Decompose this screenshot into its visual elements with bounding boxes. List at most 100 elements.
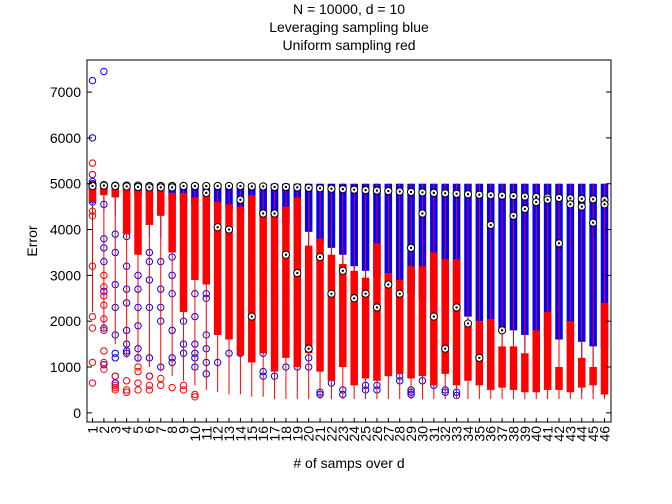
median-marker-dot [535,195,538,199]
mean-marker-dot [148,186,151,189]
mean-marker-dot [318,255,322,259]
x-tick-label: 41 [540,426,556,442]
mean-marker-dot [557,242,561,245]
y-tick-label: 5000 [50,176,81,192]
mean-marker-dot [398,292,401,295]
x-tick-label: 28 [392,426,408,442]
box [213,202,222,335]
mean-marker-dot [239,198,242,201]
x-axis: 1234567891011121314151617181920212223242… [85,418,613,442]
outlier-point [168,383,176,392]
outlier-point [134,363,142,371]
x-tick-label: 7 [153,426,169,434]
median-marker-dot [455,192,458,196]
y-tick-label: 3000 [50,267,81,283]
y-tick-label: 7000 [50,84,81,100]
x-tick-label: 27 [380,426,396,442]
x-tick-label: 2 [96,426,112,434]
box [509,346,518,390]
mean-marker-dot [182,184,185,188]
median-marker-dot [261,185,265,188]
mean-marker-dot [261,212,265,215]
median-marker-dot [318,187,322,190]
x-tick-label: 29 [403,426,419,442]
box [225,204,233,340]
y-tick-label: 4000 [50,222,81,238]
mean-marker-dot [352,297,356,300]
box [191,197,199,280]
mean-marker-dot [432,315,436,318]
outlier-point [111,354,119,362]
mean-marker-dot [512,214,515,217]
box [122,186,131,235]
outlier-point [88,170,97,179]
x-tick-label: 37 [494,426,510,442]
box [282,206,290,358]
x-tick-label: 40 [528,426,544,442]
outlier-point [122,388,131,396]
x-tick-label: 36 [483,426,499,442]
x-tick-label: 8 [164,426,180,434]
box [202,192,211,285]
box [350,270,358,386]
y-axis-label: Error [24,225,40,256]
box [555,367,563,390]
mean-marker-dot [421,212,424,215]
box [100,186,108,196]
median-marker-dot [239,184,242,188]
mean-marker-dot [307,347,310,350]
x-tick-label: 16 [255,426,271,442]
mean-marker-dot [114,184,117,188]
x-tick-label: 10 [187,426,203,442]
mean-marker-dot [569,203,572,206]
axes-background [87,60,611,422]
x-tick-label: 3 [107,426,123,434]
median-marker-dot [569,197,572,200]
median-marker-dot [523,195,527,198]
y-tick-label: 6000 [50,130,81,146]
outlier-point [100,347,108,355]
mean-marker-dot [535,200,538,204]
x-tick-label: 24 [346,426,362,442]
x-tick-label: 14 [232,426,248,442]
mean-markers [88,181,609,362]
outlier-point [145,372,154,380]
x-tick-label: 12 [210,426,226,442]
median-marker-dot [284,185,288,189]
mean-marker-dot [546,198,549,201]
median-marker-dot [478,193,481,196]
box [361,277,370,379]
y-tick-label: 1000 [50,359,81,375]
x-tick-label: 22 [323,426,339,442]
median-marker-dot [375,189,379,192]
outlier-point [88,358,97,367]
box [407,266,415,379]
median-marker-dot [387,189,390,193]
mean-marker-dot [523,207,527,211]
outlier-point [100,283,108,291]
box [179,192,188,313]
outlier-point [111,381,119,390]
median-marker-dot [398,190,401,193]
mean-marker-dot [330,292,333,295]
box [157,190,165,216]
mean-marker-dot [159,186,162,189]
box [395,279,404,374]
mean-marker-dot [284,253,288,256]
x-tick-label: 42 [551,426,567,442]
outlier-point [88,262,97,270]
chart-title-line-2: Leveraging sampling blue [269,19,429,35]
x-tick-label: 21 [312,426,328,442]
mean-marker-dot [409,246,413,250]
outlier-point [122,377,131,385]
outlier-point [100,301,108,309]
x-tick-label: 11 [198,426,214,441]
box [316,238,324,372]
outlier-point [88,76,97,85]
x-tick-label: 15 [244,426,260,442]
median-marker-dot [557,196,561,200]
outlier-point [179,386,188,394]
x-tick-label: 18 [278,426,294,442]
x-tick-label: 35 [471,426,487,442]
x-tick-label: 1 [85,426,101,434]
